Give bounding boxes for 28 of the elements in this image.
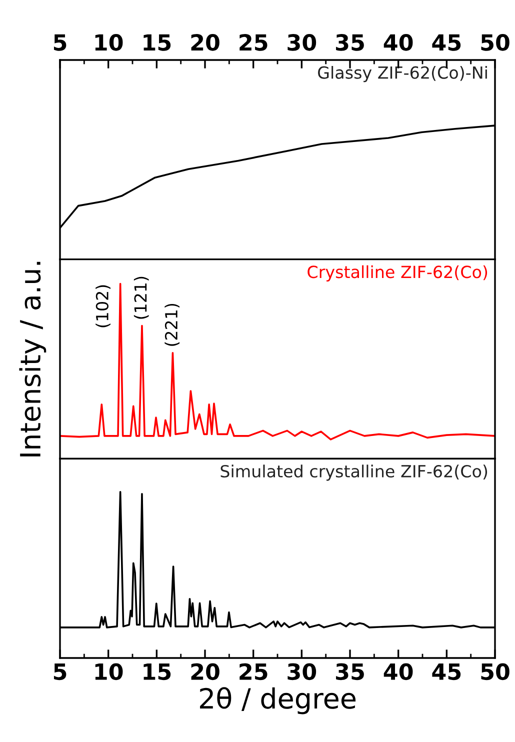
- x-tick-label: 25: [240, 663, 268, 680]
- x-axis-title: 2θ / degree: [200, 687, 356, 714]
- x2-tick-label: 30: [288, 34, 316, 51]
- x-tick-label: 30: [288, 663, 316, 680]
- x2-tick-label: 40: [384, 34, 413, 51]
- x-tick-label: 40: [384, 663, 413, 680]
- text: Simulated crystalline ZIF-62(Co): [220, 464, 488, 481]
- annotation: (121): [134, 276, 149, 319]
- x2-tick-label: 20: [191, 34, 220, 51]
- annotation: (221): [164, 304, 180, 346]
- x2-tick-label: 10: [95, 34, 123, 51]
- x-tick-label: 45: [432, 664, 461, 680]
- text: Crystalline ZIF-62(Co): [308, 265, 488, 282]
- x2-tick-label: 45: [432, 34, 461, 51]
- x-tick-label: 15: [144, 664, 171, 680]
- x2-tick-label: 25: [240, 34, 268, 51]
- x2-tick-label: 15: [144, 34, 171, 51]
- text: Glassy ZIF-62(Co)-Ni: [318, 66, 487, 82]
- annotation: (102): [96, 285, 110, 328]
- y-axis-title: Intensity / a.u.: [19, 262, 46, 456]
- x-tick-label: 35: [336, 663, 364, 680]
- x-tick-label: 50: [481, 663, 510, 680]
- x-tick-label: 20: [191, 663, 220, 680]
- x2-tick-label: 50: [481, 34, 510, 51]
- x2-tick-label: 35: [336, 34, 364, 51]
- x-tick-label: 10: [95, 663, 123, 680]
- x-tick-label: 5: [54, 664, 66, 680]
- x2-tick-label: 5: [54, 34, 66, 51]
